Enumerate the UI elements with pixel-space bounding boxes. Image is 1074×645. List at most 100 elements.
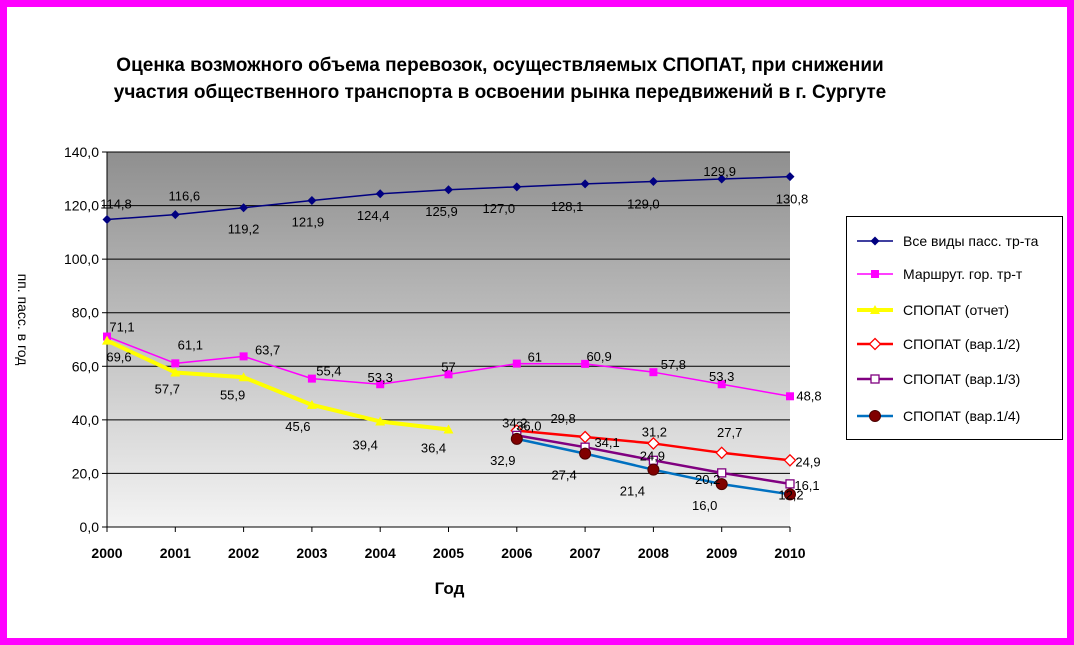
legend: Все виды пасс. тр-та Маршрут. гор. тр-т СП… [846, 216, 1063, 440]
data-label: 12,2 [778, 487, 803, 502]
data-point [786, 392, 794, 401]
legend-label: СПОПАТ (отчет) [903, 302, 1010, 318]
data-point [375, 416, 386, 426]
axes: 0,0 20,0 40,0 60,0 80,0 100,0 120,0 140,0 2000 20… [64, 144, 806, 561]
data-point [581, 359, 590, 368]
x-tick-label: 2007 [570, 545, 601, 561]
data-point [579, 447, 592, 460]
data-label: 16,1 [794, 478, 819, 493]
legend-marker [870, 305, 880, 314]
data-label: 114,8 [100, 197, 132, 212]
data-label: 63,7 [255, 342, 280, 357]
data-label: 69,6 [106, 350, 131, 365]
data-label: 48,8 [796, 388, 821, 403]
data-label: 16,0 [692, 498, 717, 513]
y-tick-label: 140,0 [64, 144, 99, 160]
legend-swatch [857, 410, 893, 422]
data-point [444, 370, 453, 379]
y-tick-label: 100,0 [64, 251, 99, 267]
legend-swatch [857, 270, 893, 278]
data-point [444, 185, 453, 195]
y-tick-label: 0,0 [80, 519, 100, 535]
data-point [307, 374, 316, 383]
x-tick-label: 2001 [160, 545, 191, 561]
data-label: 53,3 [709, 369, 734, 384]
data-labels: 114,8 116,6 119,2 121,9 124,4 125,9 127,0 128,1… [100, 164, 821, 513]
x-tick-label: 2008 [638, 545, 669, 561]
data-point [307, 195, 317, 205]
legend-label: СПОПАТ (вар.1/4) [903, 408, 1021, 424]
legend-swatch [857, 305, 893, 314]
legend-item: СПОПАТ (вар.1/3) [855, 369, 1060, 389]
data-label: 130,8 [776, 192, 809, 207]
data-label: 127,0 [483, 201, 516, 216]
data-label: 27,7 [717, 425, 742, 440]
data-point [443, 424, 454, 434]
data-point [717, 380, 726, 389]
x-tick-label: 2006 [501, 545, 532, 561]
x-tick-label: 2005 [433, 545, 464, 561]
legend-label: Маршрут. гор. тр-т [903, 266, 1023, 282]
data-point [578, 430, 592, 444]
data-point [238, 372, 249, 382]
chart-title: Оценка возможного объема перевозок, осущ… [60, 52, 940, 106]
x-tick-label: 2010 [774, 545, 805, 561]
data-label: 45,6 [285, 419, 310, 434]
data-label: 71,1 [109, 320, 134, 335]
data-point [306, 399, 317, 409]
legend-item: Все виды пасс. тр-та [855, 231, 1060, 251]
data-point [647, 463, 660, 476]
data-label: 61 [528, 350, 542, 365]
series-3 [102, 335, 454, 434]
data-label: 57 [441, 359, 455, 374]
data-label: 55,4 [316, 364, 341, 379]
data-label: 55,9 [220, 387, 245, 402]
data-point [171, 359, 180, 368]
data-label: 129,9 [703, 164, 736, 179]
data-label: 53,3 [368, 370, 393, 385]
y-tick-label: 20,0 [72, 465, 99, 481]
data-point [717, 174, 727, 184]
legend-label: СПОПАТ (вар.1/3) [903, 371, 1021, 387]
data-label: 20,2 [695, 472, 720, 487]
x-tick-label: 2009 [706, 545, 737, 561]
legend-marker [869, 410, 881, 422]
legend-item: Маршрут. гор. тр-т [855, 264, 1060, 284]
data-point [512, 359, 521, 368]
data-point [170, 367, 181, 377]
legend-marker [871, 270, 879, 278]
data-label: 124,4 [357, 208, 390, 223]
series-4 [510, 424, 797, 467]
legend-marker [868, 337, 882, 351]
data-point [648, 176, 658, 186]
data-label: 39,4 [353, 437, 378, 452]
data-label: 31,2 [642, 424, 667, 439]
y-tick-label: 80,0 [72, 305, 99, 321]
legend-swatch [857, 374, 893, 384]
data-point [102, 215, 112, 224]
x-tick-label: 2002 [228, 545, 259, 561]
legend-marker [870, 374, 880, 384]
data-point [715, 478, 728, 491]
data-point [784, 488, 796, 501]
data-point [375, 189, 385, 199]
y-tick-label: 120,0 [64, 198, 99, 214]
data-point [239, 352, 248, 361]
data-label: 36,0 [516, 419, 541, 434]
data-point [102, 335, 112, 345]
data-point [783, 453, 797, 467]
x-tick-label: 2000 [91, 545, 122, 561]
data-point [512, 182, 522, 192]
data-label: 119,2 [228, 222, 260, 237]
legend-swatch [857, 236, 893, 246]
data-label: 61,1 [178, 337, 203, 352]
x-tick-label: 2004 [365, 545, 396, 561]
data-point [510, 432, 523, 445]
series-line [106, 338, 449, 432]
y-tick-label: 60,0 [72, 358, 99, 374]
chart-title-line-2: участия общественного транспорта в освое… [113, 82, 887, 103]
legend-item: СПОПАТ (вар.1/2) [855, 334, 1060, 354]
legend-item: СПОПАТ (отчет) [855, 300, 1060, 320]
data-label: 57,8 [661, 357, 686, 372]
